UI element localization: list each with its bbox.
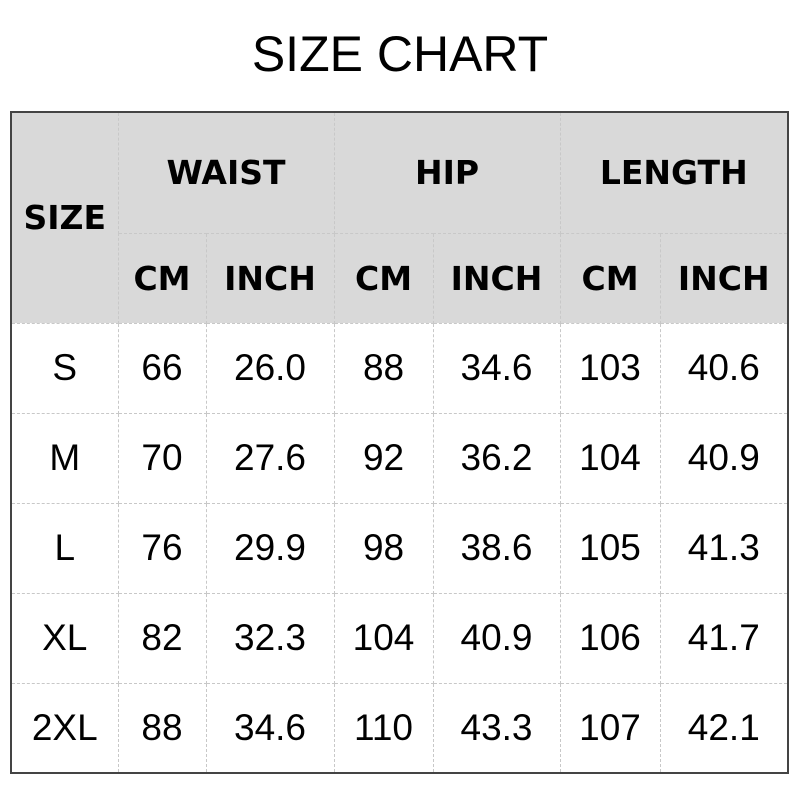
value-cell: 82 [117, 592, 207, 684]
value-cell: 26.0 [205, 322, 335, 414]
size-cell: L [10, 502, 119, 594]
value-cell: 103 [559, 322, 661, 414]
header-unit: INCH [659, 232, 789, 324]
table-row: L 76 29.9 98 38.6 105 41.3 [10, 502, 789, 594]
value-cell: 105 [559, 502, 661, 594]
header-row-units: CM INCH CM INCH CM INCH [11, 232, 789, 324]
value-cell: 40.6 [659, 322, 789, 414]
header-size: SIZE [10, 111, 119, 324]
value-cell: 88 [117, 682, 207, 774]
header-unit: CM [117, 232, 207, 324]
value-cell: 32.3 [205, 592, 335, 684]
value-cell: 34.6 [432, 322, 561, 414]
value-cell: 66 [117, 322, 207, 414]
size-cell: M [10, 412, 119, 504]
table-row: S 66 26.0 88 34.6 103 40.6 [10, 322, 789, 414]
size-chart-table: SIZE WAIST HIP LENGTH CM INCH CM INCH CM… [10, 111, 790, 774]
size-cell: S [10, 322, 119, 414]
value-cell: 76 [117, 502, 207, 594]
size-cell: 2XL [10, 682, 119, 774]
header-row-groups: SIZE WAIST HIP LENGTH [10, 111, 789, 324]
size-cell: XL [10, 592, 119, 684]
value-cell: 40.9 [659, 412, 789, 504]
value-cell: 70 [117, 412, 207, 504]
header-unit: INCH [205, 232, 335, 324]
value-cell: 88 [333, 322, 434, 414]
value-cell: 104 [559, 412, 661, 504]
table-row: XL 82 32.3 104 40.9 106 41.7 [10, 592, 789, 684]
value-cell: 29.9 [205, 502, 335, 594]
value-cell: 42.1 [659, 682, 789, 774]
value-cell: 27.6 [205, 412, 335, 504]
value-cell: 36.2 [432, 412, 561, 504]
value-cell: 107 [559, 682, 661, 774]
value-cell: 104 [333, 592, 434, 684]
value-cell: 106 [559, 592, 661, 684]
value-cell: 92 [333, 412, 434, 504]
table-row: 2XL 88 34.6 110 43.3 107 42.1 [10, 682, 789, 774]
value-cell: 41.7 [659, 592, 789, 684]
value-cell: 98 [333, 502, 434, 594]
header-unit: CM [333, 232, 434, 324]
value-cell: 40.9 [432, 592, 561, 684]
value-cell: 43.3 [432, 682, 561, 774]
page-title: SIZE CHART [251, 26, 549, 82]
header-hip: HIP [333, 111, 561, 234]
header-waist: WAIST [117, 111, 335, 234]
header-length: LENGTH [559, 111, 789, 234]
table-row: M 70 27.6 92 36.2 104 40.9 [10, 412, 789, 504]
header-unit: CM [559, 232, 661, 324]
value-cell: 34.6 [205, 682, 335, 774]
value-cell: 41.3 [659, 502, 789, 594]
header-unit: INCH [432, 232, 561, 324]
value-cell: 38.6 [432, 502, 561, 594]
value-cell: 110 [333, 682, 434, 774]
